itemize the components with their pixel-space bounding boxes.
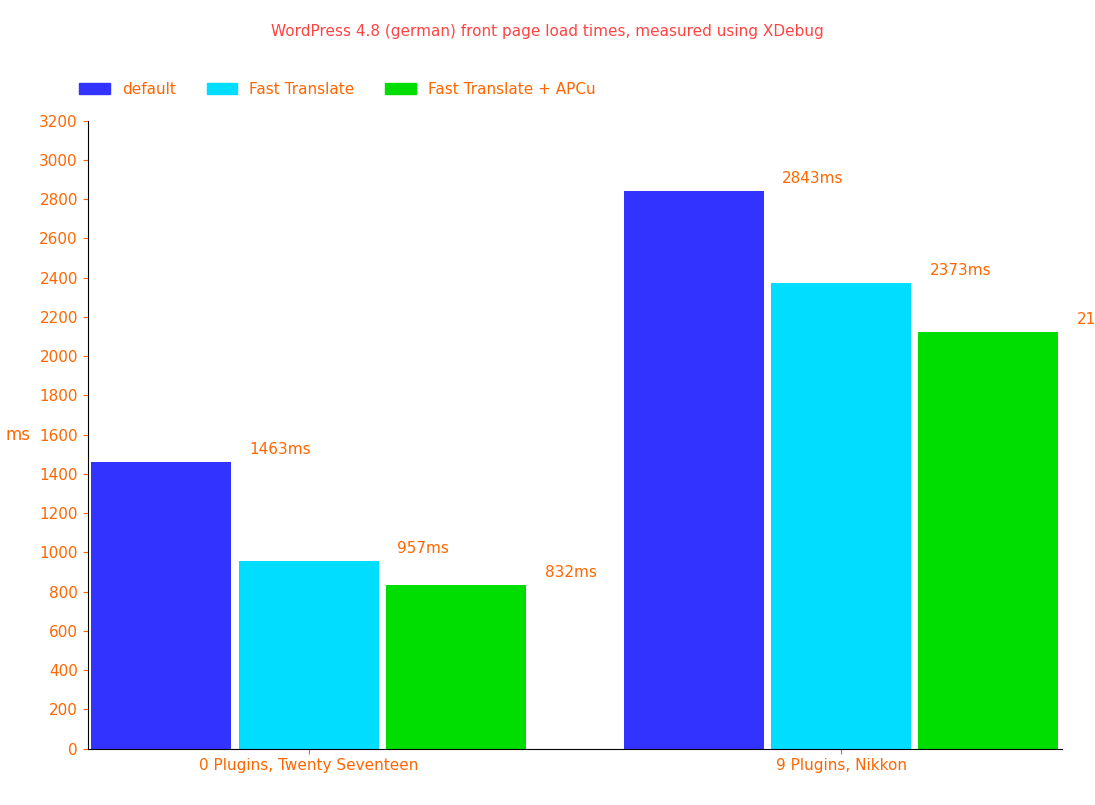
- Legend: default, Fast Translate, Fast Translate + APCu: default, Fast Translate, Fast Translate …: [73, 76, 602, 103]
- Bar: [919, 332, 1059, 749]
- Bar: [623, 191, 763, 749]
- Text: WordPress 4.8 (german) front page load times, measured using XDebug: WordPress 4.8 (german) front page load t…: [272, 24, 823, 39]
- Text: 2373ms: 2373ms: [930, 263, 991, 278]
- Bar: [91, 461, 231, 749]
- Y-axis label: ms: ms: [5, 426, 31, 444]
- Text: 2125ms: 2125ms: [1076, 312, 1095, 327]
- Bar: [771, 283, 911, 749]
- Text: 832ms: 832ms: [544, 565, 597, 580]
- Bar: [387, 585, 526, 749]
- Text: 1463ms: 1463ms: [250, 442, 311, 456]
- Bar: [239, 561, 379, 749]
- Text: 2843ms: 2843ms: [782, 171, 843, 186]
- Text: 957ms: 957ms: [397, 541, 449, 556]
